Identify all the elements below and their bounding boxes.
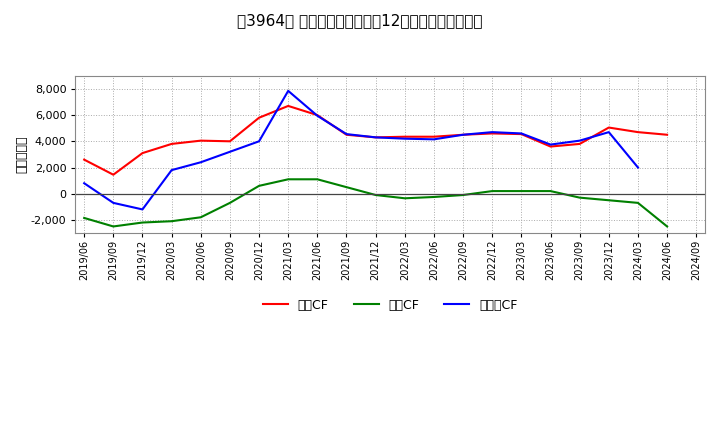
- 営業CF: [517, 132, 526, 137]
- 投資CF: [430, 194, 438, 200]
- 営業CF: [372, 135, 380, 140]
- Line: 投資CF: 投資CF: [84, 179, 667, 227]
- 営業CF: [109, 172, 117, 177]
- 営業CF: [488, 131, 497, 136]
- 営業CF: [575, 141, 584, 147]
- 投資CF: [663, 224, 672, 229]
- 営業CF: [342, 132, 351, 137]
- フリーCF: [459, 132, 467, 137]
- Line: フリーCF: フリーCF: [84, 91, 638, 209]
- Legend: 営業CF, 投資CF, フリーCF: 営業CF, 投資CF, フリーCF: [263, 299, 518, 312]
- フリーCF: [255, 139, 264, 144]
- 投資CF: [197, 215, 205, 220]
- フリーCF: [400, 136, 409, 141]
- Text: ［3964］ キャッシュフローの12か月移動合計の推移: ［3964］ キャッシュフローの12か月移動合計の推移: [238, 13, 482, 28]
- フリーCF: [634, 165, 642, 170]
- フリーCF: [372, 135, 380, 140]
- フリーCF: [80, 180, 89, 186]
- Line: 営業CF: 営業CF: [84, 106, 667, 175]
- 投資CF: [400, 196, 409, 201]
- 投資CF: [313, 176, 322, 182]
- 投資CF: [109, 224, 117, 229]
- フリーCF: [430, 137, 438, 142]
- 投資CF: [284, 176, 292, 182]
- 投資CF: [459, 192, 467, 198]
- 投資CF: [634, 200, 642, 205]
- 投資CF: [138, 220, 147, 225]
- 投資CF: [488, 188, 497, 194]
- フリーCF: [488, 129, 497, 135]
- 営業CF: [663, 132, 672, 137]
- フリーCF: [109, 200, 117, 205]
- フリーCF: [517, 131, 526, 136]
- フリーCF: [575, 138, 584, 143]
- 投資CF: [605, 198, 613, 203]
- フリーCF: [225, 149, 234, 154]
- 投資CF: [342, 184, 351, 190]
- フリーCF: [342, 132, 351, 137]
- 投資CF: [225, 200, 234, 205]
- 営業CF: [167, 141, 176, 147]
- 営業CF: [605, 125, 613, 130]
- 営業CF: [430, 134, 438, 139]
- フリーCF: [197, 160, 205, 165]
- 営業CF: [138, 150, 147, 156]
- 投資CF: [167, 219, 176, 224]
- 投資CF: [546, 188, 555, 194]
- 投資CF: [575, 195, 584, 200]
- 投資CF: [80, 215, 89, 220]
- Y-axis label: （百万円）: （百万円）: [15, 136, 28, 173]
- フリーCF: [167, 168, 176, 173]
- 営業CF: [197, 138, 205, 143]
- 営業CF: [225, 139, 234, 144]
- フリーCF: [605, 129, 613, 135]
- フリーCF: [313, 113, 322, 118]
- 営業CF: [634, 129, 642, 135]
- 営業CF: [80, 157, 89, 162]
- フリーCF: [546, 142, 555, 147]
- 営業CF: [284, 103, 292, 109]
- 営業CF: [400, 134, 409, 139]
- 投資CF: [255, 183, 264, 188]
- 営業CF: [546, 144, 555, 149]
- フリーCF: [284, 88, 292, 94]
- 営業CF: [459, 132, 467, 137]
- 投資CF: [372, 192, 380, 198]
- 営業CF: [255, 115, 264, 121]
- 投資CF: [517, 188, 526, 194]
- フリーCF: [138, 207, 147, 212]
- 営業CF: [313, 113, 322, 118]
